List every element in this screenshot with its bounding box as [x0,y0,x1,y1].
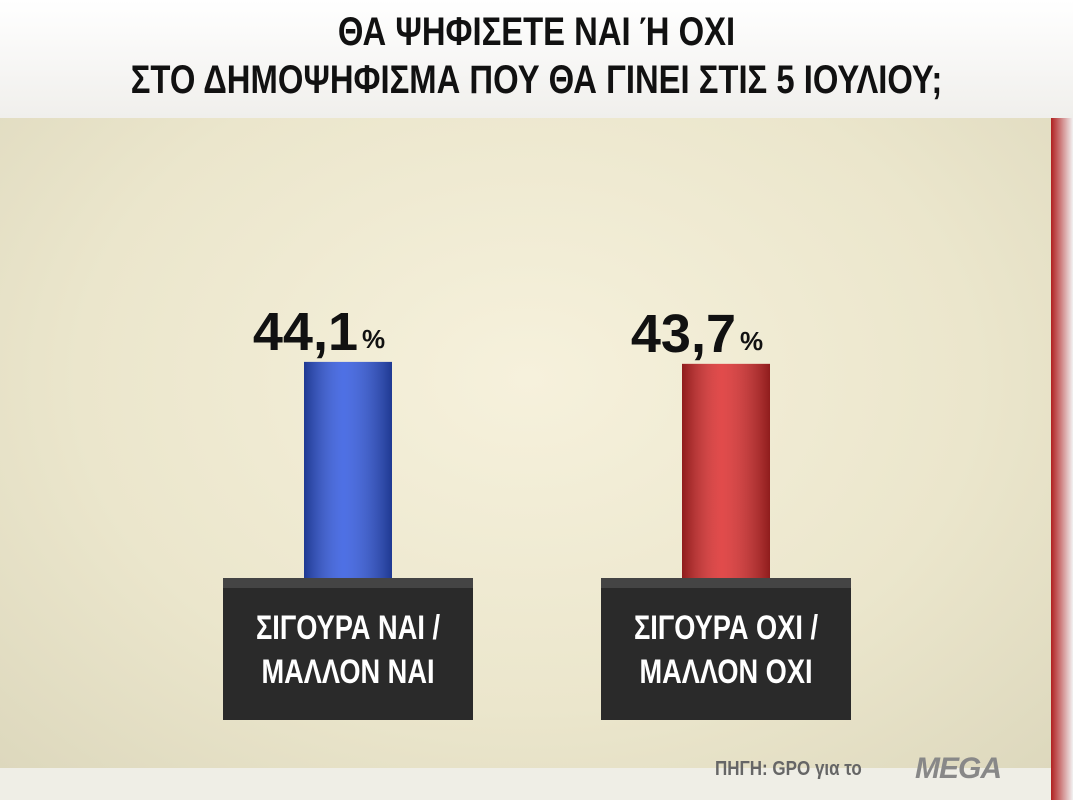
value-label: 44,1 [253,302,358,362]
bar-shade [682,363,770,578]
label-box-top [601,578,851,588]
title-bar [0,0,1073,118]
chart-title: ΘΑ ΨΗΦΙΣΕΤΕ ΝΑΙ Ή ΟΧΙ ΣΤΟ ΔΗΜΟΨΗΦΙΣΜΑ ΠΟ… [130,10,943,102]
label-box [223,578,473,720]
chart-panel [0,118,1055,768]
value-label: 43,7 [631,304,736,364]
source: ΠΗΓΗ: GPO για το [715,758,862,780]
label-box-top [223,578,473,588]
category-label: ΣΙΓΟΥΡΑ ΟΧΙ / ΜΑΛΛΟΝ ΟΧΙ [633,609,819,691]
decor-stripe [1051,0,1073,800]
label-box [601,578,851,720]
logo: MEGA [915,752,1002,785]
category-label: ΣΙΓΟΥΡΑ ΝΑΙ / ΜΑΛΛΟΝ ΝΑΙ [255,609,441,691]
value-suffix: % [740,326,763,356]
value-suffix: % [362,324,385,354]
bar-shade [304,361,392,578]
